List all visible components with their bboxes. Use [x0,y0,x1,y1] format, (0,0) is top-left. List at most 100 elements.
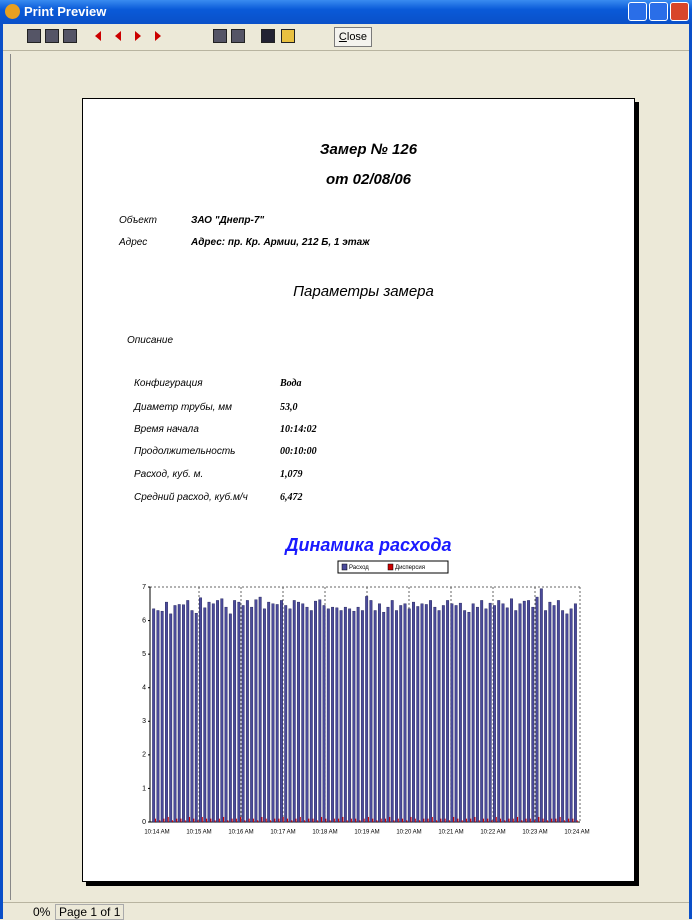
bar-dispersion [291,820,293,822]
open-button[interactable] [281,29,295,43]
bar [565,613,569,823]
doc-title: Замер № 126 [319,141,418,158]
y-tick-label: 4 [142,685,146,692]
bar [437,610,441,823]
bar [424,604,428,823]
close-window-button[interactable] [670,2,689,21]
bar-dispersion [461,820,463,822]
param-value: 53,0 [280,402,298,413]
bar [420,603,424,823]
bar [475,606,479,823]
param-value: 00:10:00 [280,446,317,457]
bar-dispersion [440,818,442,822]
bar [497,600,501,823]
bar-dispersion [491,820,493,822]
x-tick-label: 10:20 AM [396,830,421,836]
multi-page-button[interactable] [63,29,77,43]
bar [220,598,224,823]
bar [573,603,577,823]
doc-date: от 02/08/06 [325,171,412,188]
x-tick-label: 10:18 AM [312,830,337,836]
y-tick-label: 7 [142,584,146,591]
print-button[interactable] [231,29,245,43]
bar [258,596,262,823]
bar [284,605,288,823]
prev-page-button[interactable] [115,31,121,41]
first-page-button[interactable] [95,31,101,41]
toolbar: Close [3,24,689,51]
bar [535,596,539,823]
bar-dispersion [495,816,497,822]
two-page-button[interactable] [45,29,59,43]
field-label: Объект [119,215,158,226]
status-bar: 0% Page 1 of 1 [3,902,689,920]
bar [488,602,492,823]
maximize-button[interactable] [649,2,668,21]
bar [407,608,411,823]
bar-dispersion [555,818,557,822]
bar [237,601,241,823]
bar [190,610,194,823]
bar [386,606,390,823]
bar-dispersion [342,816,344,822]
bar-dispersion [389,816,391,822]
bar-dispersion [538,816,540,822]
param-label: Время начала [134,424,199,435]
preview-area [10,54,687,900]
bar-dispersion [419,820,421,822]
param-value: 1,079 [280,469,303,480]
bar [433,606,437,823]
bar-dispersion [167,816,169,822]
print-setup-button[interactable] [213,29,227,43]
bar-dispersion [376,820,378,822]
bar [314,600,317,823]
bar-dispersion [299,816,301,822]
bar [152,608,156,823]
bar-dispersion [282,816,284,822]
description-label: Описание [127,335,174,346]
bar-dispersion [444,818,446,822]
bar [510,598,513,823]
bar [484,608,488,823]
legend-label: Расход [349,565,369,571]
bar [548,601,552,823]
bar [318,599,322,823]
bar-dispersion [193,818,195,822]
bar [539,588,543,823]
param-label: Расход, куб. м. [134,469,204,480]
bar-dispersion [521,820,523,822]
bar-dispersion [159,820,161,822]
x-tick-label: 10:22 AM [480,830,505,836]
bar [339,610,343,823]
bar [467,611,471,823]
bar [241,605,245,823]
bar [360,610,364,823]
bar-dispersion [295,818,297,822]
minimize-button[interactable] [628,2,647,21]
bar [335,607,339,823]
bar [233,600,237,823]
bar [331,606,335,823]
one-page-button[interactable] [27,29,41,43]
bar [365,596,369,823]
bar-dispersion [423,818,425,822]
bar-dispersion [303,820,306,822]
bar [416,606,420,823]
bar [207,601,211,823]
bar [493,605,496,823]
next-page-button[interactable] [135,31,141,41]
bar-dispersion [397,818,399,822]
bar-dispersion [176,818,178,822]
bar-dispersion [542,818,544,822]
save-button[interactable] [261,29,275,43]
bar [182,604,185,823]
bar [309,610,313,823]
last-page-button[interactable] [155,31,161,41]
bar [390,600,394,823]
bar [527,600,530,823]
close-button[interactable]: Close [334,27,372,47]
bar [348,608,352,823]
bar-dispersion [325,818,327,822]
bar-dispersion [367,816,369,822]
bar-dispersion [436,820,438,822]
